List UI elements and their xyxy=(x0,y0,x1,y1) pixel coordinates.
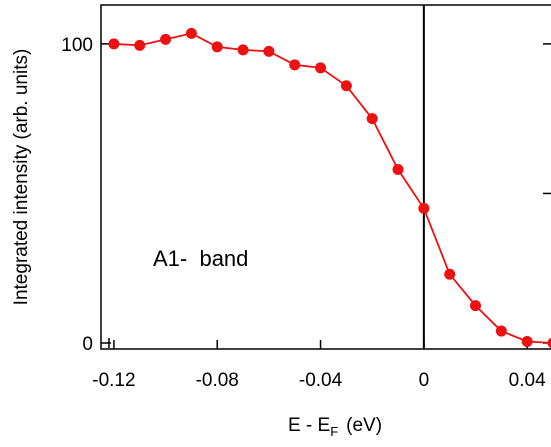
data-point xyxy=(237,44,249,56)
data-point xyxy=(211,41,223,53)
x-tick-label: 0 xyxy=(419,370,430,391)
axis-ticks xyxy=(101,43,551,349)
data-point xyxy=(263,45,275,57)
x-tick-label: -0.08 xyxy=(196,370,239,391)
axis-tick-labels: -0.12 -0.08 -0.04 0 0.04 0 100 xyxy=(61,35,546,391)
x-axis-title-main: E - E xyxy=(288,415,330,436)
data-point xyxy=(366,113,378,125)
x-tick-label: 0.04 xyxy=(509,370,546,391)
data-point xyxy=(470,300,482,312)
y-axis-title: Integrated intensity (arb. units) xyxy=(11,49,32,306)
x-axis-title: E - EF (eV) xyxy=(288,415,382,439)
series-layer xyxy=(108,27,551,349)
x-axis-title-unit: (eV) xyxy=(346,415,382,436)
y-tick-label: 0 xyxy=(82,334,93,355)
data-point xyxy=(392,164,404,176)
x-tick-label: -0.12 xyxy=(92,370,135,391)
data-point xyxy=(495,325,507,337)
data-point xyxy=(185,27,197,39)
y-tick-label: 100 xyxy=(61,35,93,56)
data-point xyxy=(160,33,172,45)
data-point xyxy=(547,337,551,349)
data-point xyxy=(340,80,352,92)
data-point xyxy=(289,59,301,71)
data-point xyxy=(418,202,430,214)
band-annotation: A1- band xyxy=(153,246,248,271)
plot-frame xyxy=(100,4,551,350)
series-line xyxy=(113,32,551,344)
data-point xyxy=(444,268,456,280)
data-point xyxy=(134,39,146,51)
data-point xyxy=(315,62,327,74)
x-axis-title-subscript: F xyxy=(330,424,338,439)
data-point xyxy=(521,336,533,348)
data-point xyxy=(108,38,120,50)
x-tick-label: -0.04 xyxy=(299,370,343,391)
